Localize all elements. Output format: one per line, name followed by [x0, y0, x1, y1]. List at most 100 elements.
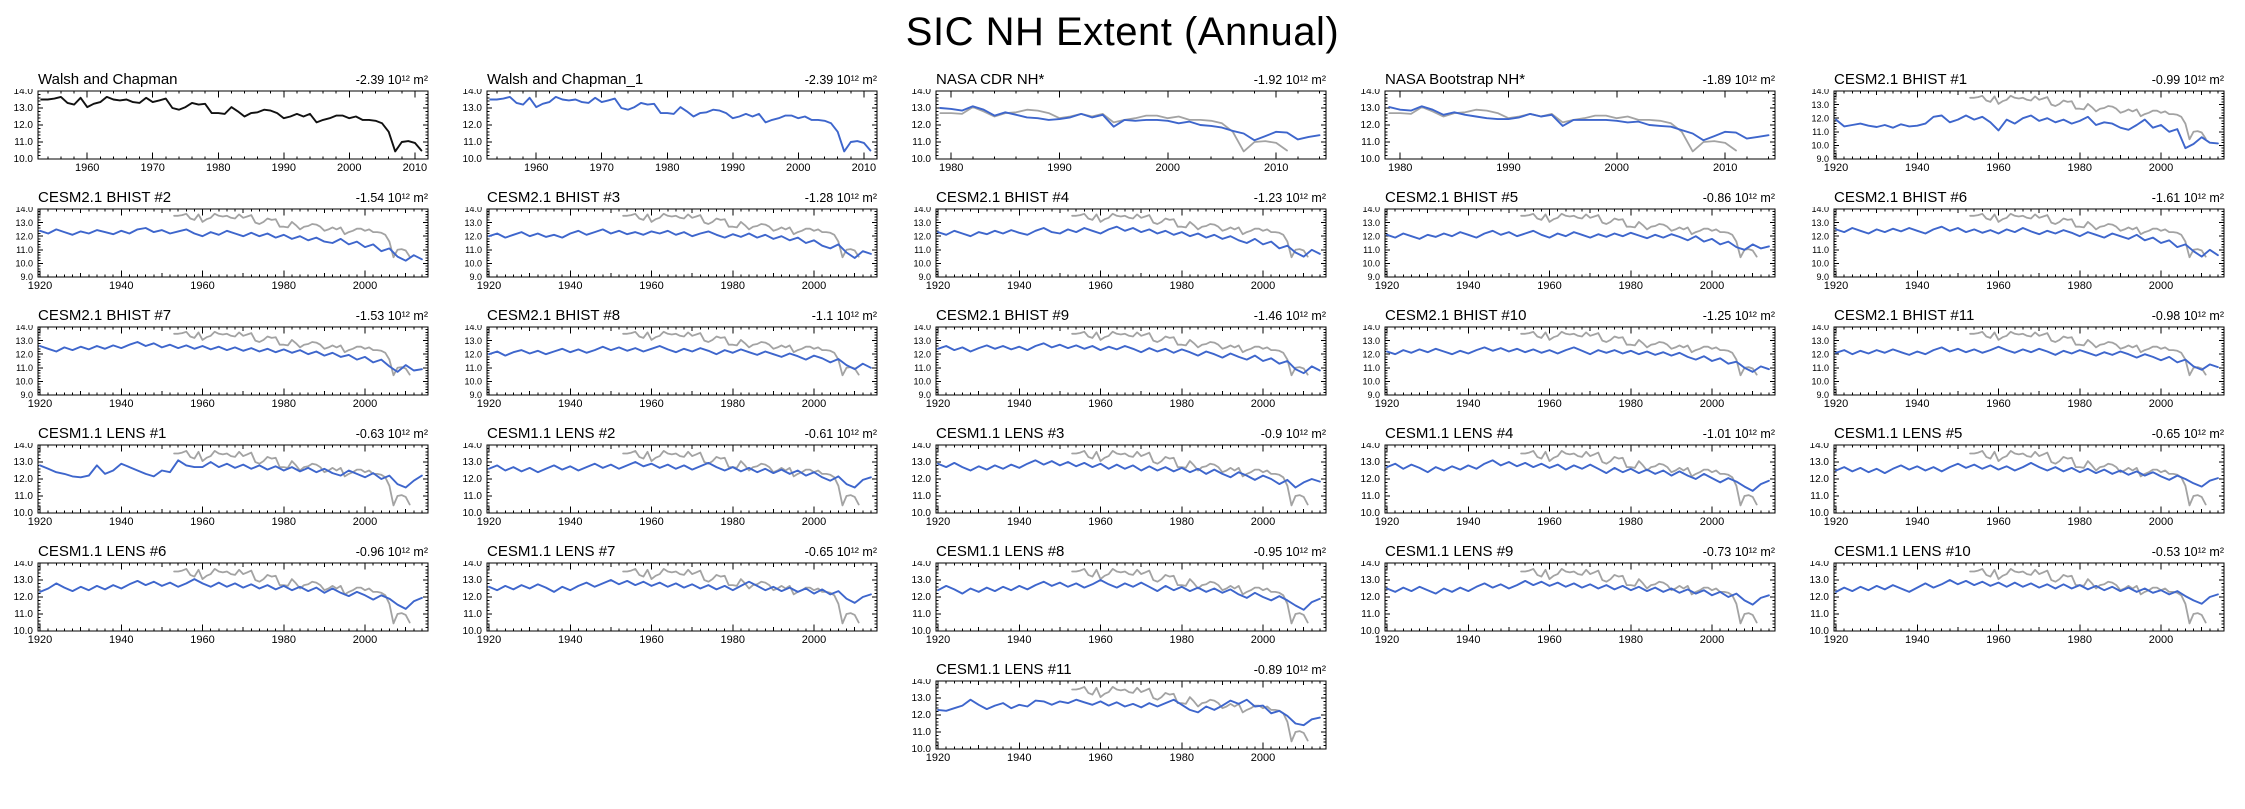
panel-plot: 10.0 11.0 12.0 13.0 14.0 1920 1940 1960 1980 2000 — [14, 443, 429, 527]
chart-panel-nasa-cdr-nh-: NASA CDR NH* -1.92 10¹² m² 10.0 11.0 12.0 13.… — [898, 71, 1347, 173]
svg-text:11.0: 11.0 — [14, 609, 33, 620]
svg-text:1980: 1980 — [206, 162, 230, 173]
svg-text:1980: 1980 — [1170, 516, 1194, 527]
svg-text:11.0: 11.0 — [1361, 491, 1380, 502]
panel-plot: 10.0 11.0 12.0 13.0 14.0 1920 1940 1960 1980 2000 — [463, 443, 878, 527]
panel-header: CESM2.1 BHIST #7 -1.53 10¹² m² — [38, 307, 428, 324]
svg-text:1960: 1960 — [1986, 516, 2010, 527]
panel-trend-value: -0.86 10¹² m² — [1702, 191, 1775, 205]
svg-text:14.0: 14.0 — [1810, 561, 1830, 569]
panel-trend-value: -0.98 10¹² m² — [2151, 309, 2224, 323]
svg-text:11.0: 11.0 — [14, 137, 33, 148]
svg-text:13.0: 13.0 — [14, 103, 34, 114]
svg-text:1980: 1980 — [1619, 398, 1643, 409]
svg-text:12.0: 12.0 — [912, 474, 932, 485]
svg-text:11.0: 11.0 — [912, 491, 931, 502]
panel-header: CESM1.1 LENS #8 -0.95 10¹² m² — [936, 543, 1326, 560]
panel-plot: 10.0 11.0 12.0 13.0 14.0 1920 1940 1960 1980 2000 — [1810, 561, 2225, 645]
svg-text:13.0: 13.0 — [912, 575, 932, 586]
svg-text:13.0: 13.0 — [463, 103, 483, 114]
svg-text:1940: 1940 — [1007, 280, 1031, 291]
svg-text:9.0: 9.0 — [469, 390, 482, 400]
svg-text:2000: 2000 — [1156, 162, 1180, 173]
panel-header: CESM2.1 BHIST #2 -1.54 10¹² m² — [38, 189, 428, 206]
panel-plot: 9.0 10.0 11.0 12.0 13.0 14.0 1920 1940 1960 1980 2… — [1811, 325, 2225, 409]
panel-plot: 10.0 11.0 12.0 13.0 14.0 1920 1940 1960 1980 2000 — [14, 561, 429, 645]
svg-text:2000: 2000 — [337, 162, 361, 173]
panel-header: NASA CDR NH* -1.92 10¹² m² — [936, 71, 1326, 88]
svg-text:2000: 2000 — [1251, 634, 1275, 645]
svg-text:9.0: 9.0 — [918, 272, 931, 282]
panel-header: CESM2.1 BHIST #6 -1.61 10¹² m² — [1834, 189, 2224, 206]
svg-text:1970: 1970 — [140, 162, 164, 173]
svg-text:10.0: 10.0 — [463, 508, 483, 519]
svg-text:11.0: 11.0 — [1810, 491, 1829, 502]
panel-title: CESM1.1 LENS #11 — [936, 661, 1072, 678]
svg-text:11.0: 11.0 — [16, 245, 33, 255]
svg-text:10.0: 10.0 — [912, 744, 932, 755]
svg-text:10.0: 10.0 — [464, 377, 482, 387]
panel-header: CESM2.1 BHIST #1 -0.99 10¹² m² — [1834, 71, 2224, 88]
svg-text:2000: 2000 — [1700, 634, 1724, 645]
svg-text:10.0: 10.0 — [913, 259, 931, 269]
svg-text:1980: 1980 — [272, 398, 296, 409]
svg-text:14.0: 14.0 — [913, 325, 931, 332]
svg-text:10.0: 10.0 — [1362, 377, 1380, 387]
svg-text:14.0: 14.0 — [1362, 207, 1380, 214]
panel-trend-value: -1.53 10¹² m² — [355, 309, 428, 323]
svg-text:11.0: 11.0 — [16, 363, 33, 373]
svg-text:1980: 1980 — [272, 634, 296, 645]
svg-text:1920: 1920 — [1375, 398, 1399, 409]
panel-title: CESM2.1 BHIST #6 — [1834, 189, 1968, 206]
svg-text:14.0: 14.0 — [1361, 89, 1381, 97]
svg-text:1940: 1940 — [1007, 516, 1031, 527]
svg-text:1960: 1960 — [639, 516, 663, 527]
chart-panel-cesm2-1-bhist-5: CESM2.1 BHIST #5 -0.86 10¹² m² 9.0 10.0 11.0… — [1347, 189, 1796, 291]
svg-text:1960: 1960 — [1537, 634, 1561, 645]
svg-text:10.0: 10.0 — [1361, 154, 1381, 165]
svg-text:9.0: 9.0 — [1367, 390, 1380, 400]
svg-text:10.0: 10.0 — [912, 508, 932, 519]
panel-header: CESM1.1 LENS #5 -0.65 10¹² m² — [1834, 425, 2224, 442]
svg-text:1920: 1920 — [1375, 516, 1399, 527]
panel-header: CESM1.1 LENS #4 -1.01 10¹² m² — [1385, 425, 1775, 442]
panel-title: CESM2.1 BHIST #8 — [487, 307, 621, 324]
panel-header: CESM2.1 BHIST #3 -1.28 10¹² m² — [487, 189, 877, 206]
svg-text:11.0: 11.0 — [914, 363, 931, 373]
svg-text:1980: 1980 — [2068, 516, 2092, 527]
panel-plot: 9.0 10.0 11.0 12.0 13.0 14.0 1920 1940 1960 1980 2… — [913, 207, 1327, 291]
svg-text:2000: 2000 — [1605, 162, 1629, 173]
svg-text:14.0: 14.0 — [14, 89, 34, 97]
chart-panel-cesm1-1-lens-1: CESM1.1 LENS #1 -0.63 10¹² m² 10.0 11.0 12.0… — [0, 425, 449, 527]
panel-plot: 10.0 11.0 12.0 13.0 14.0 1920 1940 1960 1980 2000 — [912, 443, 1327, 527]
svg-text:1960: 1960 — [1537, 280, 1561, 291]
svg-text:9.0: 9.0 — [1816, 390, 1829, 400]
panel-plot: 10.0 11.0 12.0 13.0 14.0 1920 1940 1960 1980 2000 — [463, 561, 878, 645]
svg-text:13.0: 13.0 — [1361, 575, 1381, 586]
svg-text:1960: 1960 — [1088, 398, 1112, 409]
svg-text:10.0: 10.0 — [1362, 259, 1380, 269]
svg-text:1980: 1980 — [939, 162, 963, 173]
chart-panel-cesm1-1-lens-8: CESM1.1 LENS #8 -0.95 10¹² m² 10.0 11.0 12.0… — [898, 543, 1347, 645]
svg-text:1940: 1940 — [1456, 516, 1480, 527]
svg-text:12.0: 12.0 — [14, 592, 34, 603]
svg-text:2000: 2000 — [1251, 752, 1275, 763]
svg-text:1960: 1960 — [1088, 280, 1112, 291]
svg-text:12.0: 12.0 — [1810, 592, 1830, 603]
svg-text:2000: 2000 — [802, 280, 826, 291]
svg-text:11.0: 11.0 — [463, 609, 482, 620]
svg-text:1990: 1990 — [721, 162, 745, 173]
svg-text:14.0: 14.0 — [14, 561, 34, 569]
svg-text:10.0: 10.0 — [1361, 626, 1381, 637]
svg-text:1980: 1980 — [655, 162, 679, 173]
svg-text:11.0: 11.0 — [912, 609, 931, 620]
panel-trend-value: -2.39 10¹² m² — [804, 73, 877, 87]
svg-text:12.0: 12.0 — [912, 120, 932, 131]
svg-text:13.0: 13.0 — [1361, 103, 1381, 114]
svg-text:1960: 1960 — [1088, 634, 1112, 645]
panel-title: Walsh and Chapman — [38, 71, 178, 88]
svg-text:1920: 1920 — [1824, 634, 1848, 645]
svg-text:1990: 1990 — [1496, 162, 1520, 173]
chart-panel-walsh-and-chapman: Walsh and Chapman -2.39 10¹² m² 10.0 11.0 12… — [0, 71, 449, 173]
panel-trend-value: -0.9 10¹² m² — [1260, 427, 1326, 441]
